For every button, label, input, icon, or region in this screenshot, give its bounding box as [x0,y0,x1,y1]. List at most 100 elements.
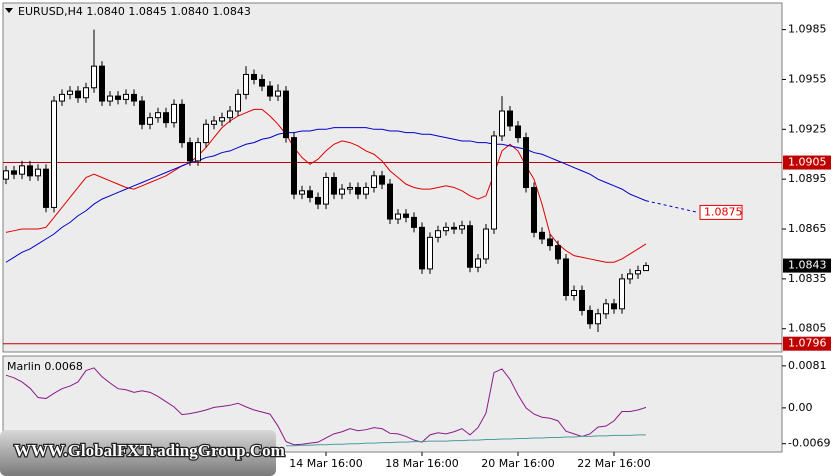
candle-body [75,90,81,99]
candle-body [243,73,249,95]
candle-body [131,93,137,102]
candle-body [35,168,41,177]
candle-body [123,93,129,100]
level-label-box [783,336,831,351]
menu-arrow[interactable] [5,8,13,13]
candle-body [619,278,625,310]
candle-body [155,112,161,119]
candle-body [507,110,513,127]
candle-body [555,245,561,260]
candle-body [163,112,169,124]
candle-body [571,290,577,296]
candle-body [531,186,537,233]
candle-body [563,258,569,296]
y-tick-label: -0.0069 [788,437,830,450]
candle-body [323,177,329,205]
candle-body [195,142,201,162]
candle-body [395,213,401,220]
indicator-line [5,367,647,446]
indicator-line [286,434,646,447]
candle-body [371,175,377,188]
candle-body [43,168,49,208]
candle-body [267,85,273,97]
candle-body [19,165,25,175]
candle-body [379,175,385,185]
watermark: WWW.GlobalFXTradingGroup.Com [14,441,285,460]
candle-body [147,117,153,125]
candle-body [387,183,393,220]
y-tick-label: 1.0895 [788,172,827,185]
x-tick-label: 22 Mar 16:00 [577,457,650,470]
candle-body [459,225,465,230]
y-tick-label: 1.0835 [788,272,827,285]
candle-body [211,120,217,125]
candle-body [59,93,65,102]
candle-body [355,186,361,195]
candle-body [467,225,473,268]
candle-body [275,90,281,97]
candle-body [539,231,545,240]
candle-body [627,273,633,280]
y-tick-label: 1.0955 [788,72,827,85]
candle-body [299,190,305,195]
x-tick-label: 14 Mar 16:00 [289,457,362,470]
price-panel [2,2,783,353]
annotation-box [699,204,743,220]
candle-body [491,135,497,230]
candle-body [331,177,337,195]
candle-body [443,226,449,232]
candle-body [83,87,89,99]
candle-body [587,309,593,325]
watermark-box [0,430,276,476]
candle-body [283,90,289,139]
candle-body [411,216,417,228]
y-tick-label: 0.0081 [788,359,827,372]
candle-body [611,303,617,310]
candle-body [475,258,481,268]
last-price-box [783,258,831,273]
candle-body [227,110,233,119]
chart-title: EURUSD,H4 1.0840 1.0845 1.0840 1.0843 [18,5,251,18]
candle-body [219,117,225,122]
candle-body [419,226,425,270]
candle-body [499,110,505,137]
candle-body [115,95,121,100]
candle-body [307,190,313,198]
level-label-box [783,155,831,170]
candle-body [11,170,17,175]
candle-body [523,137,529,188]
candle-body [259,78,265,87]
candle-body [347,186,353,190]
candle-body [483,228,489,260]
moving-average [5,108,647,263]
candle-body [3,170,9,180]
candle-body [251,73,257,80]
candle-body [547,238,553,247]
candle-body [27,165,33,177]
indicator-title: Marlin 0.0068 [7,360,83,373]
candle-body [171,103,177,124]
moving-average [5,127,647,263]
candle-body [187,142,193,162]
y-tick-label: 1.0925 [788,122,827,135]
candle-body [339,188,345,195]
level-label: 1.0905 [788,156,827,169]
y-tick-label: 1.0985 [788,23,827,36]
candle-body [107,95,113,102]
candle-body [579,290,585,311]
candle-body [635,270,641,275]
last-price-label: 1.0843 [788,259,827,272]
candle-body [427,236,433,270]
candle-body [291,137,297,195]
candle-body [91,65,97,89]
candle-body [99,65,105,102]
candle-body [315,196,321,205]
x-tick-label: 18 Mar 16:00 [385,457,458,470]
candle-body [235,93,241,112]
y-tick-label: 1.0865 [788,222,827,235]
y-tick-label: 1.0805 [788,322,827,335]
candle-body [515,125,521,139]
candle-body [179,103,185,144]
candle-body [603,303,609,315]
